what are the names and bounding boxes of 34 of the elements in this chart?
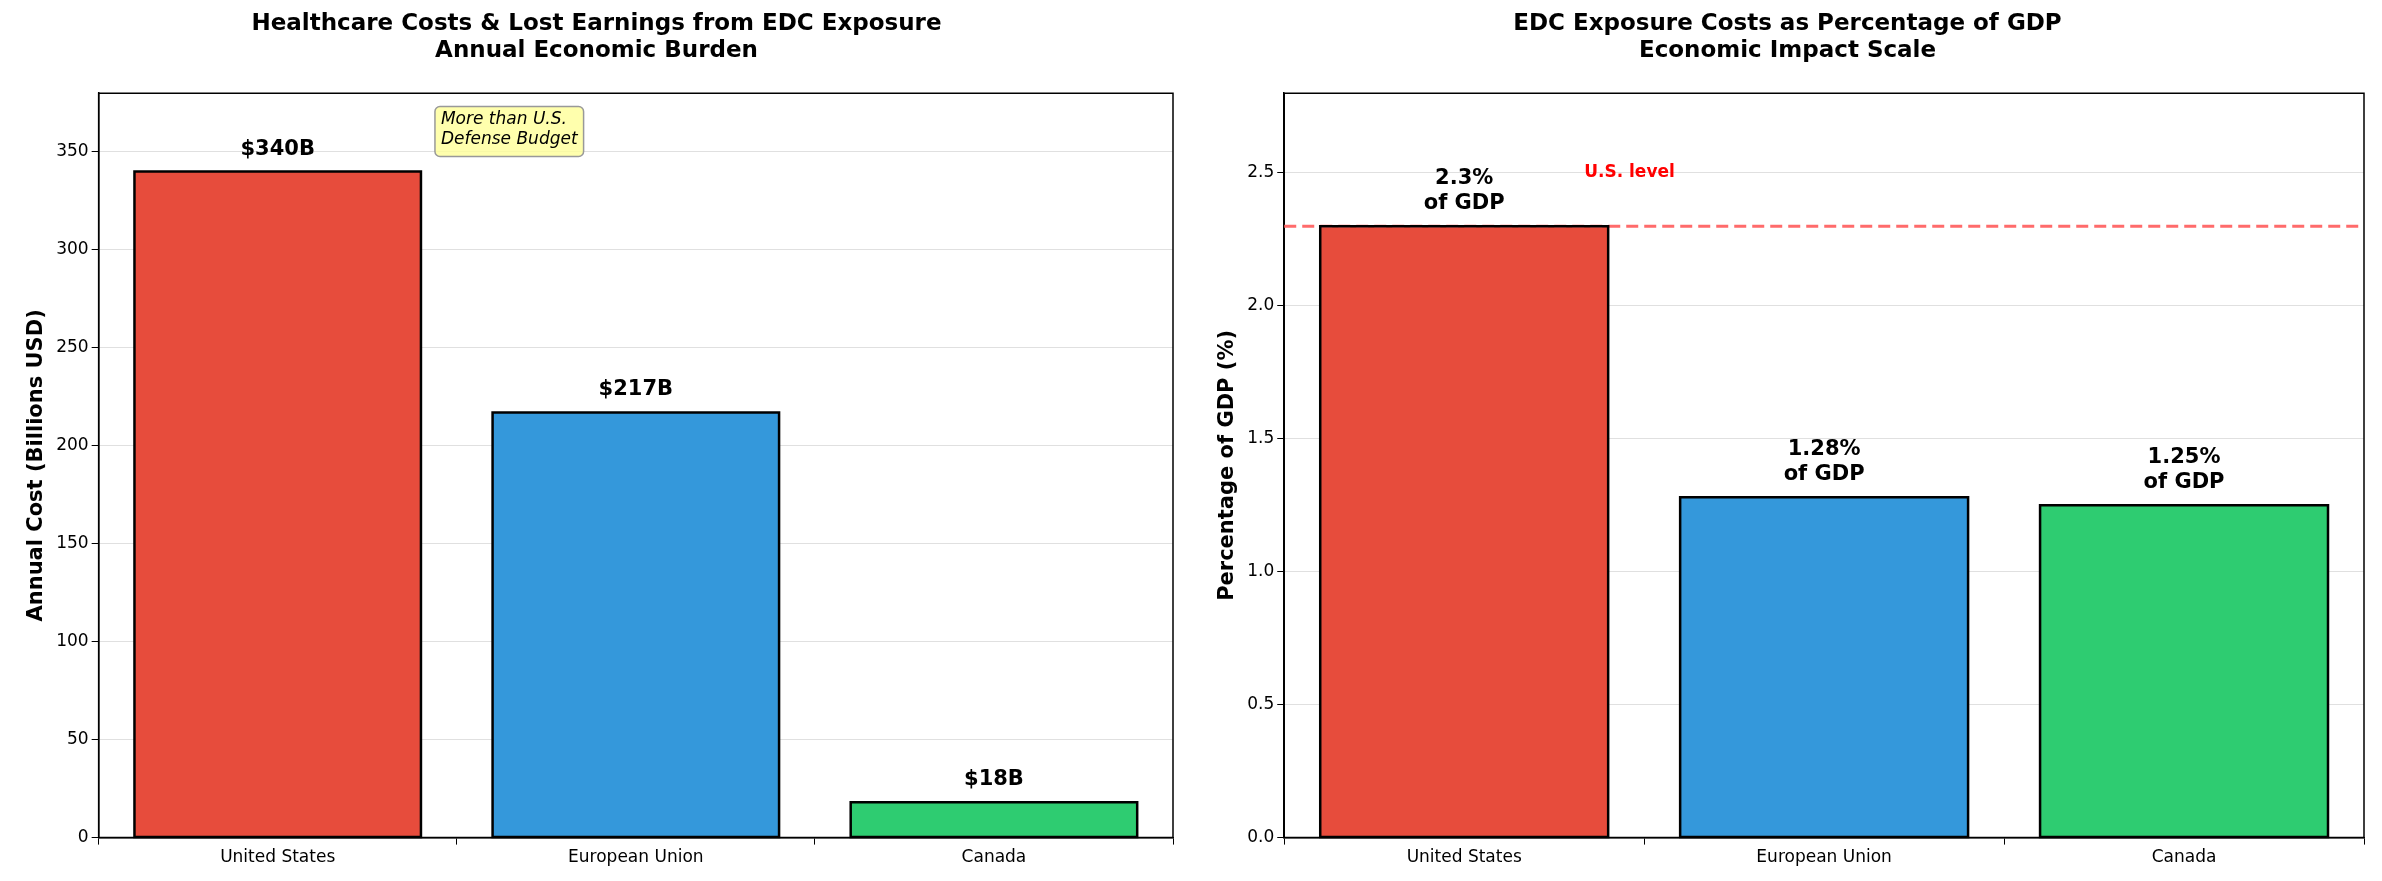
y-tick-label: 0.5: [1247, 693, 1275, 714]
chart-subtitle: Annual Economic Burden: [435, 36, 758, 63]
y-tick-label: 200: [56, 434, 89, 455]
x-tick-label: European Union: [1756, 846, 1892, 867]
y-tick-label: 2.5: [1247, 161, 1275, 182]
ref-line-label: U.S. level: [1584, 161, 1675, 182]
y-tick-label: 0.0: [1247, 826, 1275, 847]
y-axis-title: Percentage of GDP (%): [1214, 329, 1239, 601]
y-axis-title: Annual Cost (Billions USD): [23, 309, 48, 622]
y-tick-label: 2.0: [1247, 294, 1275, 315]
data-label: 2.3% of GDP: [1423, 165, 1505, 215]
y-tick-label: 100: [56, 630, 89, 651]
x-tick-label: European Union: [568, 846, 704, 867]
y-tick-label: 1.5: [1247, 427, 1275, 448]
y-tick-label: 0: [77, 826, 89, 847]
data-label: 1.28% of GDP: [1783, 436, 1865, 486]
y-tick-label: 350: [56, 140, 89, 161]
y-tick-label: 50: [67, 728, 89, 749]
annotation: More than U.S. Defense Budget: [440, 108, 579, 149]
x-tick-label: United States: [1406, 846, 1522, 867]
data-label: $340B: [240, 135, 315, 160]
chart-subtitle: Economic Impact Scale: [1638, 36, 1937, 63]
y-tick-label: 250: [56, 336, 89, 357]
x-tick-label: United States: [220, 846, 336, 867]
chart-title: EDC Exposure Costs as Percentage of GDP: [1513, 8, 2062, 35]
chart-title: Healthcare Costs & Lost Earnings from EDC Exposure: [251, 8, 942, 35]
data-label: $18B: [964, 766, 1024, 791]
data-label: $217B: [598, 376, 674, 401]
y-tick-label: 300: [56, 238, 89, 259]
y-tick-label: 1.0: [1247, 560, 1275, 581]
x-tick-label: Canada: [2151, 846, 2217, 867]
x-tick-label: Canada: [961, 846, 1027, 867]
data-label: 1.25% of GDP: [2143, 444, 2225, 494]
y-tick-label: 150: [56, 532, 89, 553]
